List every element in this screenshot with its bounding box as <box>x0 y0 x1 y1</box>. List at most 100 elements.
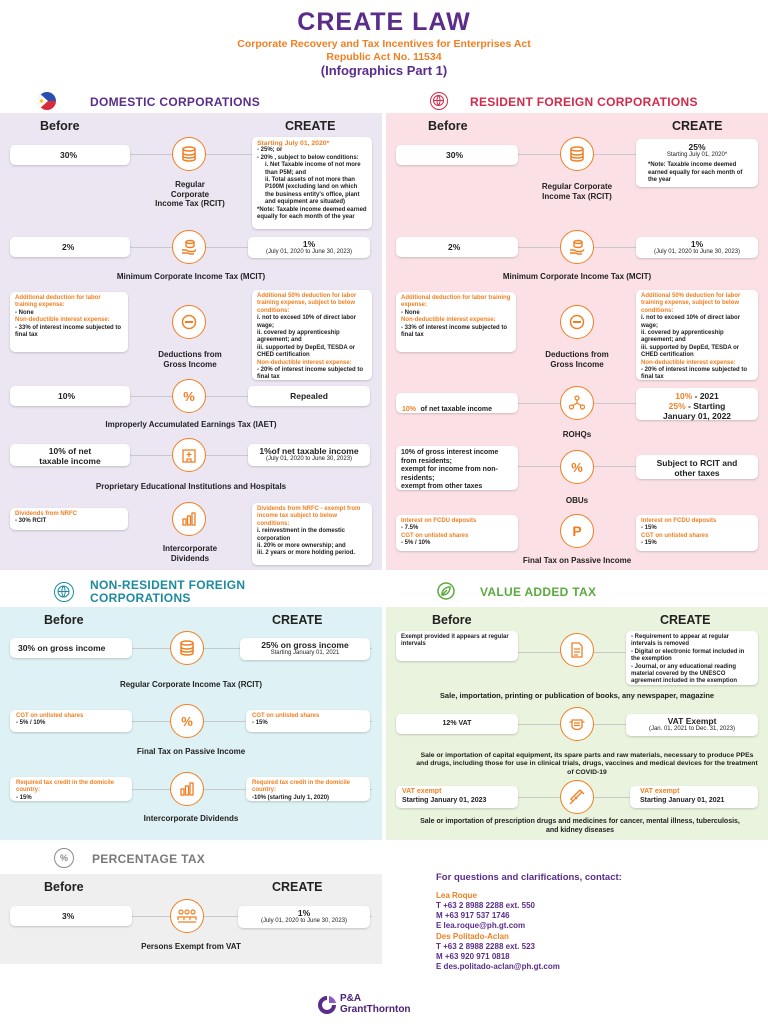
rfc-ftpi-c3: CGT on unlisted shares <box>641 532 709 539</box>
domestic-rcit-c1: Starting July 01, 2020* <box>257 140 330 147</box>
contact1-tel: T +63 2 8988 2288 ext. 550 <box>436 901 535 910</box>
rfc-rcit-create-box: 25% Starting July 01, 2020* *Note: Taxable… <box>636 139 758 187</box>
rfc-ded-c5: Non-deductible interest expense: <box>641 359 736 366</box>
logo-line1: P&A <box>340 993 362 1004</box>
domestic-divs-c3: ii. 20% or more ownership; and <box>257 543 346 550</box>
rfc-ded-b1: Additional deduction for labor training … <box>401 295 511 309</box>
people-network-icon <box>560 386 594 420</box>
vat-before-header: Before <box>432 613 472 627</box>
domestic-ded-c4: iii. supported by DepEd, TESDA or CHED c… <box>257 344 356 359</box>
rfc-ded-before-box: Additional deduction for labor training … <box>396 292 516 352</box>
pt-create-sub: (July 01, 2020 to June 30, 2023) <box>260 918 348 924</box>
domestic-rcit-c6: *Note: Taxable income deemed earned equa… <box>257 206 367 221</box>
nrfc-ftpi-label: Final Tax on Passive Income <box>136 747 246 756</box>
domestic-rcit-c2: - 25%; or <box>257 147 283 154</box>
rfc-rohq-c1a: 10% <box>675 391 693 401</box>
domestic-edu-create: 1%of net taxable income <box>259 446 359 456</box>
domestic-ded-b4: - 33% of interest income subjected to fi… <box>15 324 122 339</box>
hospital-icon <box>172 438 206 472</box>
rfc-rohq-c3: January 01, 2022 <box>662 411 732 421</box>
rfc-ded-b2: - None <box>401 309 420 316</box>
subtitle-ra: Republic Act No. 11534 <box>326 51 442 63</box>
pt-create-box: 1% (July 01, 2020 to June 30, 2023) <box>238 906 370 928</box>
domestic-mcit-create-sub: (July 01, 2020 to June 30, 2023) <box>265 249 353 255</box>
vat-drugs-c2: Starting January 01, 2021 <box>640 796 725 804</box>
contact-block-1: Lea Roque T +63 2 8988 2288 ext. 550 M +… <box>436 891 535 931</box>
domestic-divs-b2: - 30% RCIT <box>15 518 47 525</box>
rfc-obu-before-box: 10% of gross interest income from reside… <box>396 446 518 490</box>
domestic-ded-c3: ii. covered by apprenticeship agreement;… <box>257 330 340 344</box>
grant-thornton-logo-icon <box>316 994 338 1018</box>
vat-create-header: CREATE <box>660 613 711 627</box>
percent-icon: % <box>54 848 74 868</box>
contact-block-2: Des Politado-Aclan T +63 2 8988 2288 ext… <box>436 932 560 972</box>
hand-coins-icon <box>172 230 206 264</box>
nrfc-ftpi-c1: CGT on unlisted shares <box>252 713 320 719</box>
vat-books-label: Sale, importation, printing or publicati… <box>439 691 715 700</box>
rfc-rohq-create-box: 10% - 2021 25% - Starting January 01, 20… <box>636 388 758 421</box>
rfc-rcit-before-box: 30% <box>396 145 518 165</box>
rfc-rohq-c1b: - 2021 <box>692 391 719 401</box>
domestic-edu-label: Proprietary Educational Institutions and… <box>95 482 287 491</box>
domestic-iaet-create-box: Repealed <box>248 386 370 406</box>
domestic-iaet-label: Improperly Accumulated Earnings Tax (IAE… <box>105 420 277 429</box>
domestic-edu-before2: taxable income <box>39 456 101 466</box>
domestic-rcit-before: 30% <box>60 150 78 160</box>
nrfc-rcit-create: 25% on gross income <box>261 640 349 650</box>
nrfc-divs-b2: - 15% <box>16 794 32 801</box>
vat-drugs-b1: VAT exempt <box>402 788 442 795</box>
rfc-ftpi-c1: Interest on FCDU deposits <box>641 518 717 524</box>
nrfc-create-header: CREATE <box>272 613 323 627</box>
domestic-before-header: Before <box>40 119 80 133</box>
part-label: (Infographics Part 1) <box>320 63 448 78</box>
rfc-ftpi-b3: CGT on unlisted shares <box>401 532 469 539</box>
nrfc-divs-before-box: Required tax credit in the domicile coun… <box>10 777 132 801</box>
rfc-ftpi-b1: Interest on FCDU deposits <box>401 518 477 524</box>
nrfc-ftpi-b2: - 5% / 10% <box>16 720 46 727</box>
contact2-email[interactable]: E des.politado-aclan@ph.gt.com <box>436 962 560 971</box>
vat-books-before-box: Exempt provided it appears at regular in… <box>396 631 518 661</box>
rfc-rohq-before-box: 10% of net taxable income <box>396 393 518 413</box>
domestic-mcit-before-box: 2% <box>10 237 130 257</box>
rfc-mcit-before: 2% <box>448 242 461 252</box>
coins-icon <box>172 137 206 171</box>
rfc-mcit-label: Minimum Corporate Income Tax (MCIT) <box>502 272 652 281</box>
pt-before-box: 3% <box>10 906 132 926</box>
rfc-ded-c1: Additional 50% deduction for labor train… <box>641 293 741 314</box>
minus-circle-icon <box>560 305 594 339</box>
percent-hand-icon: % <box>172 379 206 413</box>
domestic-divs-c4: iii. 2 years or more holding period. <box>257 550 356 557</box>
domestic-rcit-c4: i. Net Taxable income of not more than P… <box>265 162 361 176</box>
domestic-ded-label1: Deductions from <box>158 350 222 359</box>
pt-title: PERCENTAGE TAX <box>92 852 206 866</box>
domestic-ded-c1: Additional 50% deduction for labor train… <box>257 293 357 314</box>
rfc-obu-b2: exempt for income from non- residents; <box>401 466 498 482</box>
rfc-obu-b1: 10% of gross interest income from reside… <box>401 449 499 465</box>
rfc-rohq-before-b: of net taxable income <box>420 406 493 413</box>
rfc-obu-create1: Subject to RCIT and <box>656 458 738 468</box>
mask-icon <box>560 707 594 741</box>
rfc-rcit-create-sub: Starting July 01, 2020* <box>666 152 728 158</box>
domestic-rcit-create-box: Starting July 01, 2020* - 25%; or - 20% … <box>252 137 372 229</box>
domestic-edu-create-box: 1%of net taxable income (July 01, 2020 to… <box>248 444 370 466</box>
nrfc-before-header: Before <box>44 613 84 627</box>
rfc-title: RESIDENT FOREIGN CORPORATIONS <box>470 95 698 109</box>
vat-drugs-label: Sale or importation of prescription drug… <box>420 818 740 834</box>
rfc-mcit-create-box: 1% (July 01, 2020 to June 30, 2023) <box>636 237 758 258</box>
logo-line2: GrantThornton <box>340 1004 411 1015</box>
nrfc-divs-c1: Required tax credit in the domicile coun… <box>252 780 351 794</box>
domestic-ded-b2: - None <box>15 309 34 316</box>
domestic-divs-label1: Intercorporate <box>162 544 218 553</box>
contact1-email[interactable]: E lea.roque@ph.gt.com <box>436 921 526 930</box>
pt-label: Persons Exempt from VAT <box>141 942 241 951</box>
people-group-icon <box>170 899 204 933</box>
nrfc-title1: NON-RESIDENT FOREIGN <box>90 578 246 592</box>
page-title: CREATE LAW <box>297 8 471 36</box>
rfc-ftpi-before-box: Interest on FCDU deposits - 7.5% CGT on … <box>396 515 518 551</box>
domestic-edu-create-sub: (July 01, 2020 to June 30, 2023) <box>265 456 353 462</box>
vat-drugs-before-box: VAT exempt Starting January 01, 2023 <box>396 786 518 808</box>
coins-icon <box>560 137 594 171</box>
rfc-ded-b4: - 33% of interest income subjected to fi… <box>401 324 508 339</box>
nrfc-ftpi-b1: CGT on unlisted shares <box>16 713 84 719</box>
rfc-ded-label1: Deductions from <box>545 350 609 359</box>
